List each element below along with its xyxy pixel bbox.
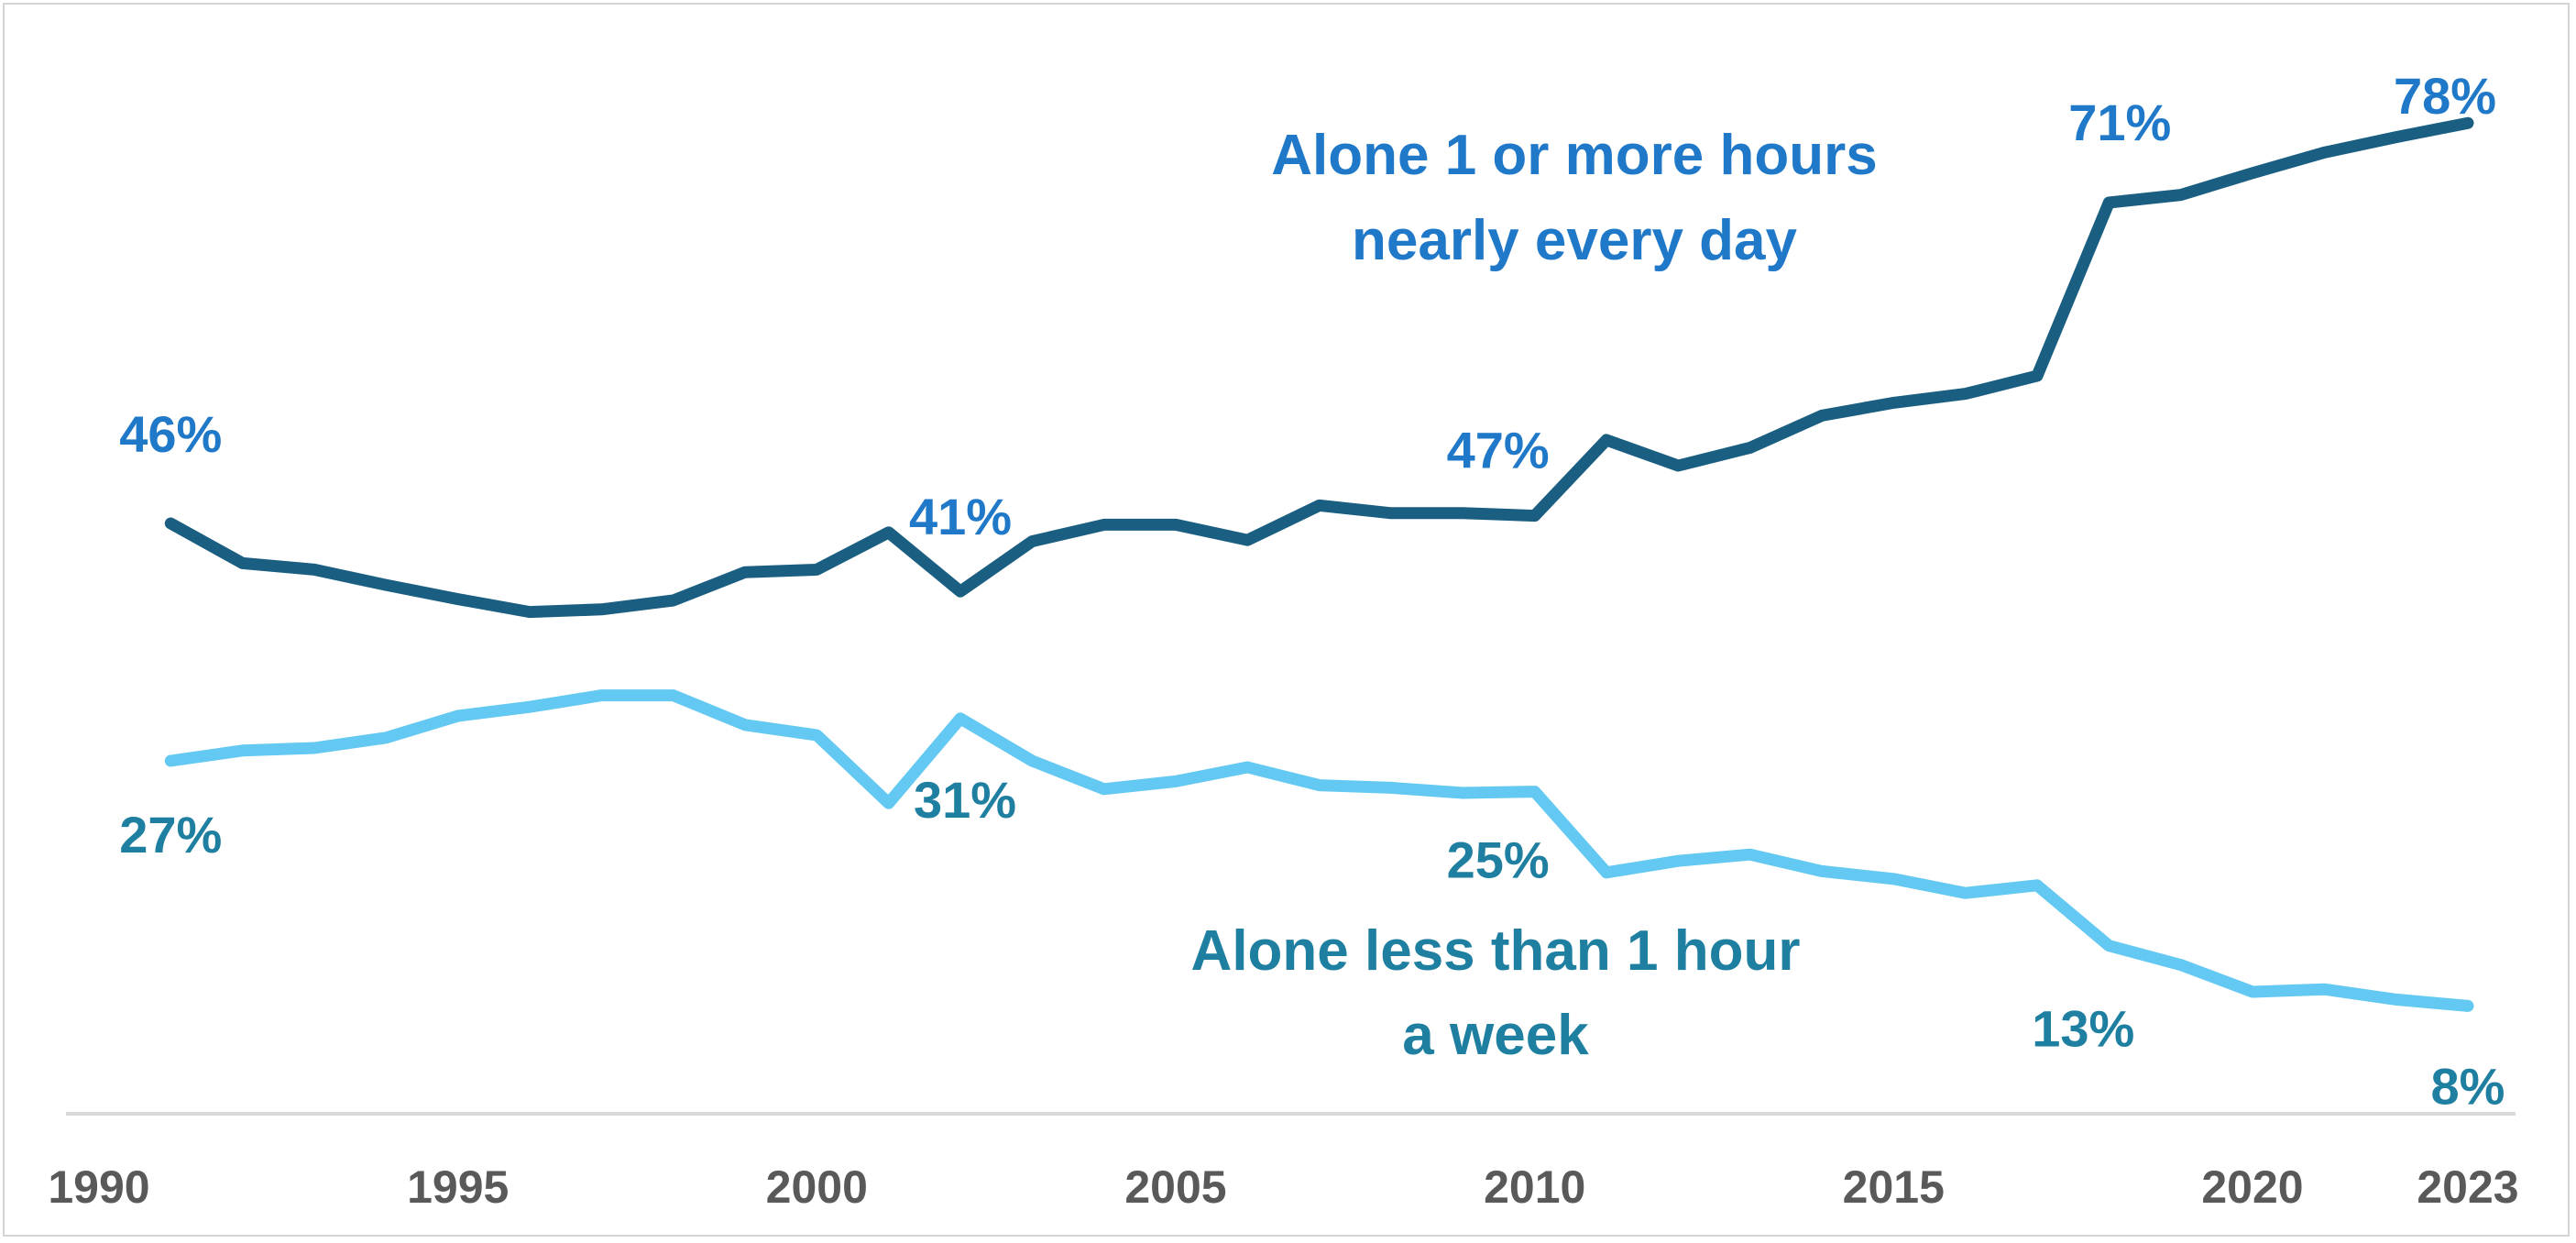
x-tick-label: 2010 — [1484, 1161, 1585, 1213]
data-label: 41% — [909, 488, 1012, 545]
series-name-label: a week — [1402, 1004, 1589, 1067]
series-line-1 — [164, 116, 2474, 619]
data-label: 71% — [2068, 94, 2171, 151]
chart-frame — [3, 3, 2570, 1237]
series-name-label: Alone 1 or more hours — [1271, 124, 1877, 187]
series-name-label: nearly every day — [1352, 209, 1798, 272]
data-label: 13% — [2032, 1000, 2134, 1058]
x-tick-label: 2020 — [2201, 1161, 2303, 1213]
x-tick-label: 2005 — [1124, 1161, 1226, 1213]
x-tick-label: 1995 — [407, 1161, 509, 1213]
data-label: 46% — [119, 405, 222, 463]
series-name-label: Alone less than 1 hour — [1191, 919, 1801, 983]
data-label: 47% — [1447, 422, 1550, 479]
x-tick-label: 2015 — [1843, 1161, 1945, 1213]
data-label: 27% — [119, 806, 222, 864]
data-label: 78% — [2394, 67, 2496, 125]
data-label: 8% — [2431, 1057, 2505, 1115]
series-line-2 — [164, 689, 2474, 1012]
x-tick-label: 2000 — [766, 1161, 868, 1213]
data-label: 25% — [1447, 831, 1550, 889]
x-tick-label: 1990 — [48, 1161, 149, 1213]
data-label: 31% — [914, 771, 1016, 829]
x-tick-label: 2023 — [2417, 1161, 2518, 1213]
